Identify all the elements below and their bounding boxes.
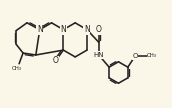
Text: O: O xyxy=(132,53,138,59)
Text: HN: HN xyxy=(94,52,104,58)
Text: N: N xyxy=(84,25,90,34)
Text: O: O xyxy=(53,56,58,65)
Text: O: O xyxy=(96,25,102,34)
Text: N: N xyxy=(37,25,43,34)
Text: N: N xyxy=(61,25,66,34)
Text: CH₃: CH₃ xyxy=(12,66,22,71)
Text: CH₃: CH₃ xyxy=(147,53,157,58)
